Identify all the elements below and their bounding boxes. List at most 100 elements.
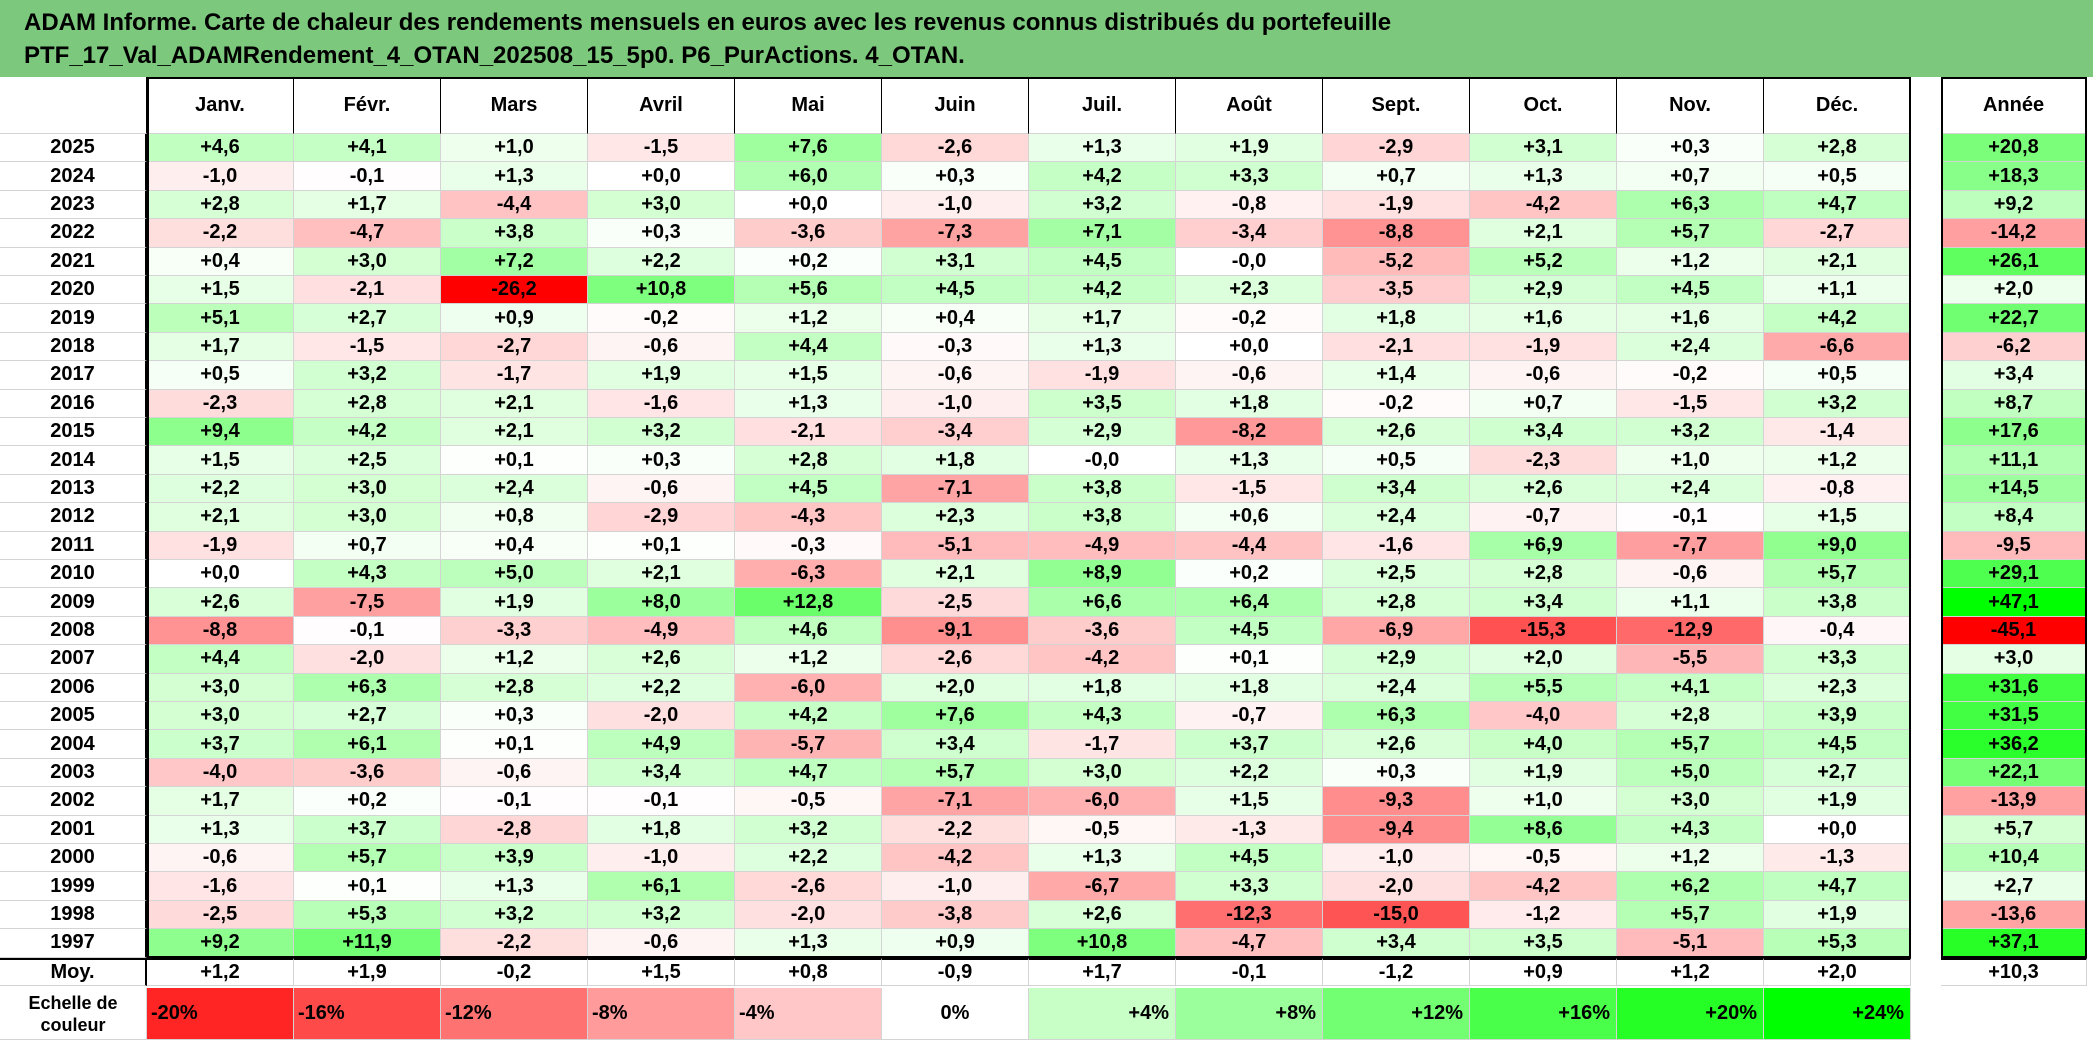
heatmap-cell: +0,3 [588, 446, 735, 475]
annual-cell: +31,6 [1941, 673, 2087, 702]
heatmap-cell: -0,2 [1176, 304, 1323, 333]
heatmap-cell: +1,3 [1029, 844, 1176, 873]
annual-cell: +22,7 [1941, 304, 2087, 333]
heatmap-cell: +0,3 [882, 162, 1029, 191]
heatmap-cell: -15,0 [1323, 900, 1470, 930]
heatmap-cell: -3,6 [294, 758, 441, 788]
average-cell: -1,2 [1323, 957, 1470, 986]
heatmap-cell: +6,2 [1617, 872, 1764, 901]
row-year-label: 2001 [0, 815, 147, 844]
annual-cell: +2,0 [1941, 276, 2087, 305]
heatmap-cell: +2,6 [1470, 474, 1617, 504]
average-cell: -0,2 [441, 957, 588, 986]
heatmap-cell: +0,3 [1617, 134, 1764, 163]
heatmap-cell: -1,0 [588, 844, 735, 873]
heatmap-cell: +0,7 [1617, 162, 1764, 191]
heatmap-cell: +0,1 [588, 531, 735, 560]
row-year-label: 2015 [0, 418, 147, 447]
row-year-label: 2010 [0, 560, 147, 589]
row-year-label: 2003 [0, 758, 147, 788]
heatmap-cell: +2,6 [1029, 900, 1176, 930]
heatmap-cell: +2,8 [1323, 588, 1470, 617]
column-header: Janv. [147, 77, 294, 134]
heatmap-cell: +2,2 [1176, 758, 1323, 788]
heatmap-cell: -2,5 [882, 588, 1029, 617]
heatmap-cell: -0,6 [147, 844, 294, 873]
heatmap-cell: +3,5 [1029, 389, 1176, 418]
heatmap-cell: -1,6 [147, 872, 294, 901]
heatmap-cell: -0,6 [1617, 560, 1764, 589]
average-cell: +1,2 [147, 957, 294, 986]
heatmap-cell: +2,6 [1323, 418, 1470, 447]
row-year-label: 2020 [0, 276, 147, 305]
heatmap-cell: +0,5 [147, 361, 294, 390]
heatmap-cell: -0,6 [441, 758, 588, 788]
heatmap-cell: +5,2 [1470, 247, 1617, 276]
heatmap-cell: +6,4 [1176, 588, 1323, 617]
heatmap-cell: +0,0 [1176, 332, 1323, 362]
heatmap-cell: -6,3 [735, 560, 882, 589]
heatmap-cell: +2,1 [1470, 219, 1617, 248]
row-year-label: 2008 [0, 616, 147, 646]
heatmap-cell: +3,0 [147, 673, 294, 702]
heatmap-cell: +0,5 [1764, 361, 1911, 390]
heatmap-cell: -2,1 [1323, 332, 1470, 362]
heatmap-cell: -7,1 [882, 474, 1029, 504]
annual-cell: +10,4 [1941, 844, 2087, 873]
heatmap-cell: +3,2 [735, 815, 882, 844]
heatmap-cell: -1,6 [588, 389, 735, 418]
heatmap-cell: +1,8 [882, 446, 1029, 475]
heatmap-cell: +1,2 [441, 645, 588, 674]
average-cell: -0,9 [882, 957, 1029, 986]
heatmap-cell: +4,5 [1176, 844, 1323, 873]
heatmap-cell: +2,8 [1617, 702, 1764, 731]
heatmap-cell: +1,5 [735, 361, 882, 390]
annual-cell: -6,2 [1941, 332, 2087, 362]
heatmap-cell: -6,0 [735, 673, 882, 702]
heatmap-cell: +6,3 [294, 673, 441, 702]
heatmap-cell: +2,2 [588, 673, 735, 702]
heatmap-cell: -5,1 [1617, 929, 1764, 958]
chart-title-line-1: ADAM Informe. Carte de chaleur des rende… [24, 9, 1392, 36]
heatmap-cell: +8,6 [1470, 815, 1617, 844]
heatmap-cell: -2,0 [1323, 872, 1470, 901]
row-year-label: 2006 [0, 673, 147, 702]
row-year-label: 2004 [0, 730, 147, 759]
annual-header: Année [1941, 77, 2087, 134]
row-year-label: 2005 [0, 702, 147, 731]
heatmap-cell: -1,3 [1764, 844, 1911, 873]
heatmap-cell: -2,6 [882, 645, 1029, 674]
column-header: Juin [882, 77, 1029, 134]
chart-title-line-2: PTF_17_Val_ADAMRendement_4_OTAN_202508_1… [24, 42, 965, 69]
heatmap-cell: -0,2 [1617, 361, 1764, 390]
heatmap-cell: +0,9 [882, 929, 1029, 958]
row-year-label: 2023 [0, 190, 147, 220]
average-cell: +1,7 [1029, 957, 1176, 986]
heatmap-cell: +2,8 [1470, 560, 1617, 589]
heatmap-cell: +1,7 [147, 332, 294, 362]
heatmap-cell: +2,2 [588, 247, 735, 276]
heatmap-cell: +2,4 [1617, 474, 1764, 504]
annual-cell: +14,5 [1941, 474, 2087, 504]
heatmap-cell: +10,8 [1029, 929, 1176, 958]
heatmap-cell: -1,5 [294, 332, 441, 362]
heatmap-cell: +1,3 [1029, 332, 1176, 362]
heatmap-cell: -12,3 [1176, 900, 1323, 930]
row-year-label: 2021 [0, 247, 147, 276]
heatmap-cell: -1,4 [1764, 418, 1911, 447]
heatmap-cell: +3,4 [882, 730, 1029, 759]
heatmap-cell: -1,9 [1470, 332, 1617, 362]
heatmap-cell: +0,0 [735, 190, 882, 220]
heatmap-cell: -0,2 [588, 304, 735, 333]
heatmap-cell: -0,8 [1176, 190, 1323, 220]
heatmap-cell: -1,0 [882, 190, 1029, 220]
heatmap-cell: -1,9 [1029, 361, 1176, 390]
heatmap-cell: -15,3 [1470, 616, 1617, 646]
annual-cell: +20,8 [1941, 134, 2087, 163]
heatmap-cell: +0,4 [147, 247, 294, 276]
heatmap-cell: +1,2 [1617, 844, 1764, 873]
heatmap-cell: +6,1 [588, 872, 735, 901]
heatmap-cell: +2,2 [735, 844, 882, 873]
heatmap-cell: -0,3 [735, 531, 882, 560]
heatmap-cell: +1,3 [147, 815, 294, 844]
